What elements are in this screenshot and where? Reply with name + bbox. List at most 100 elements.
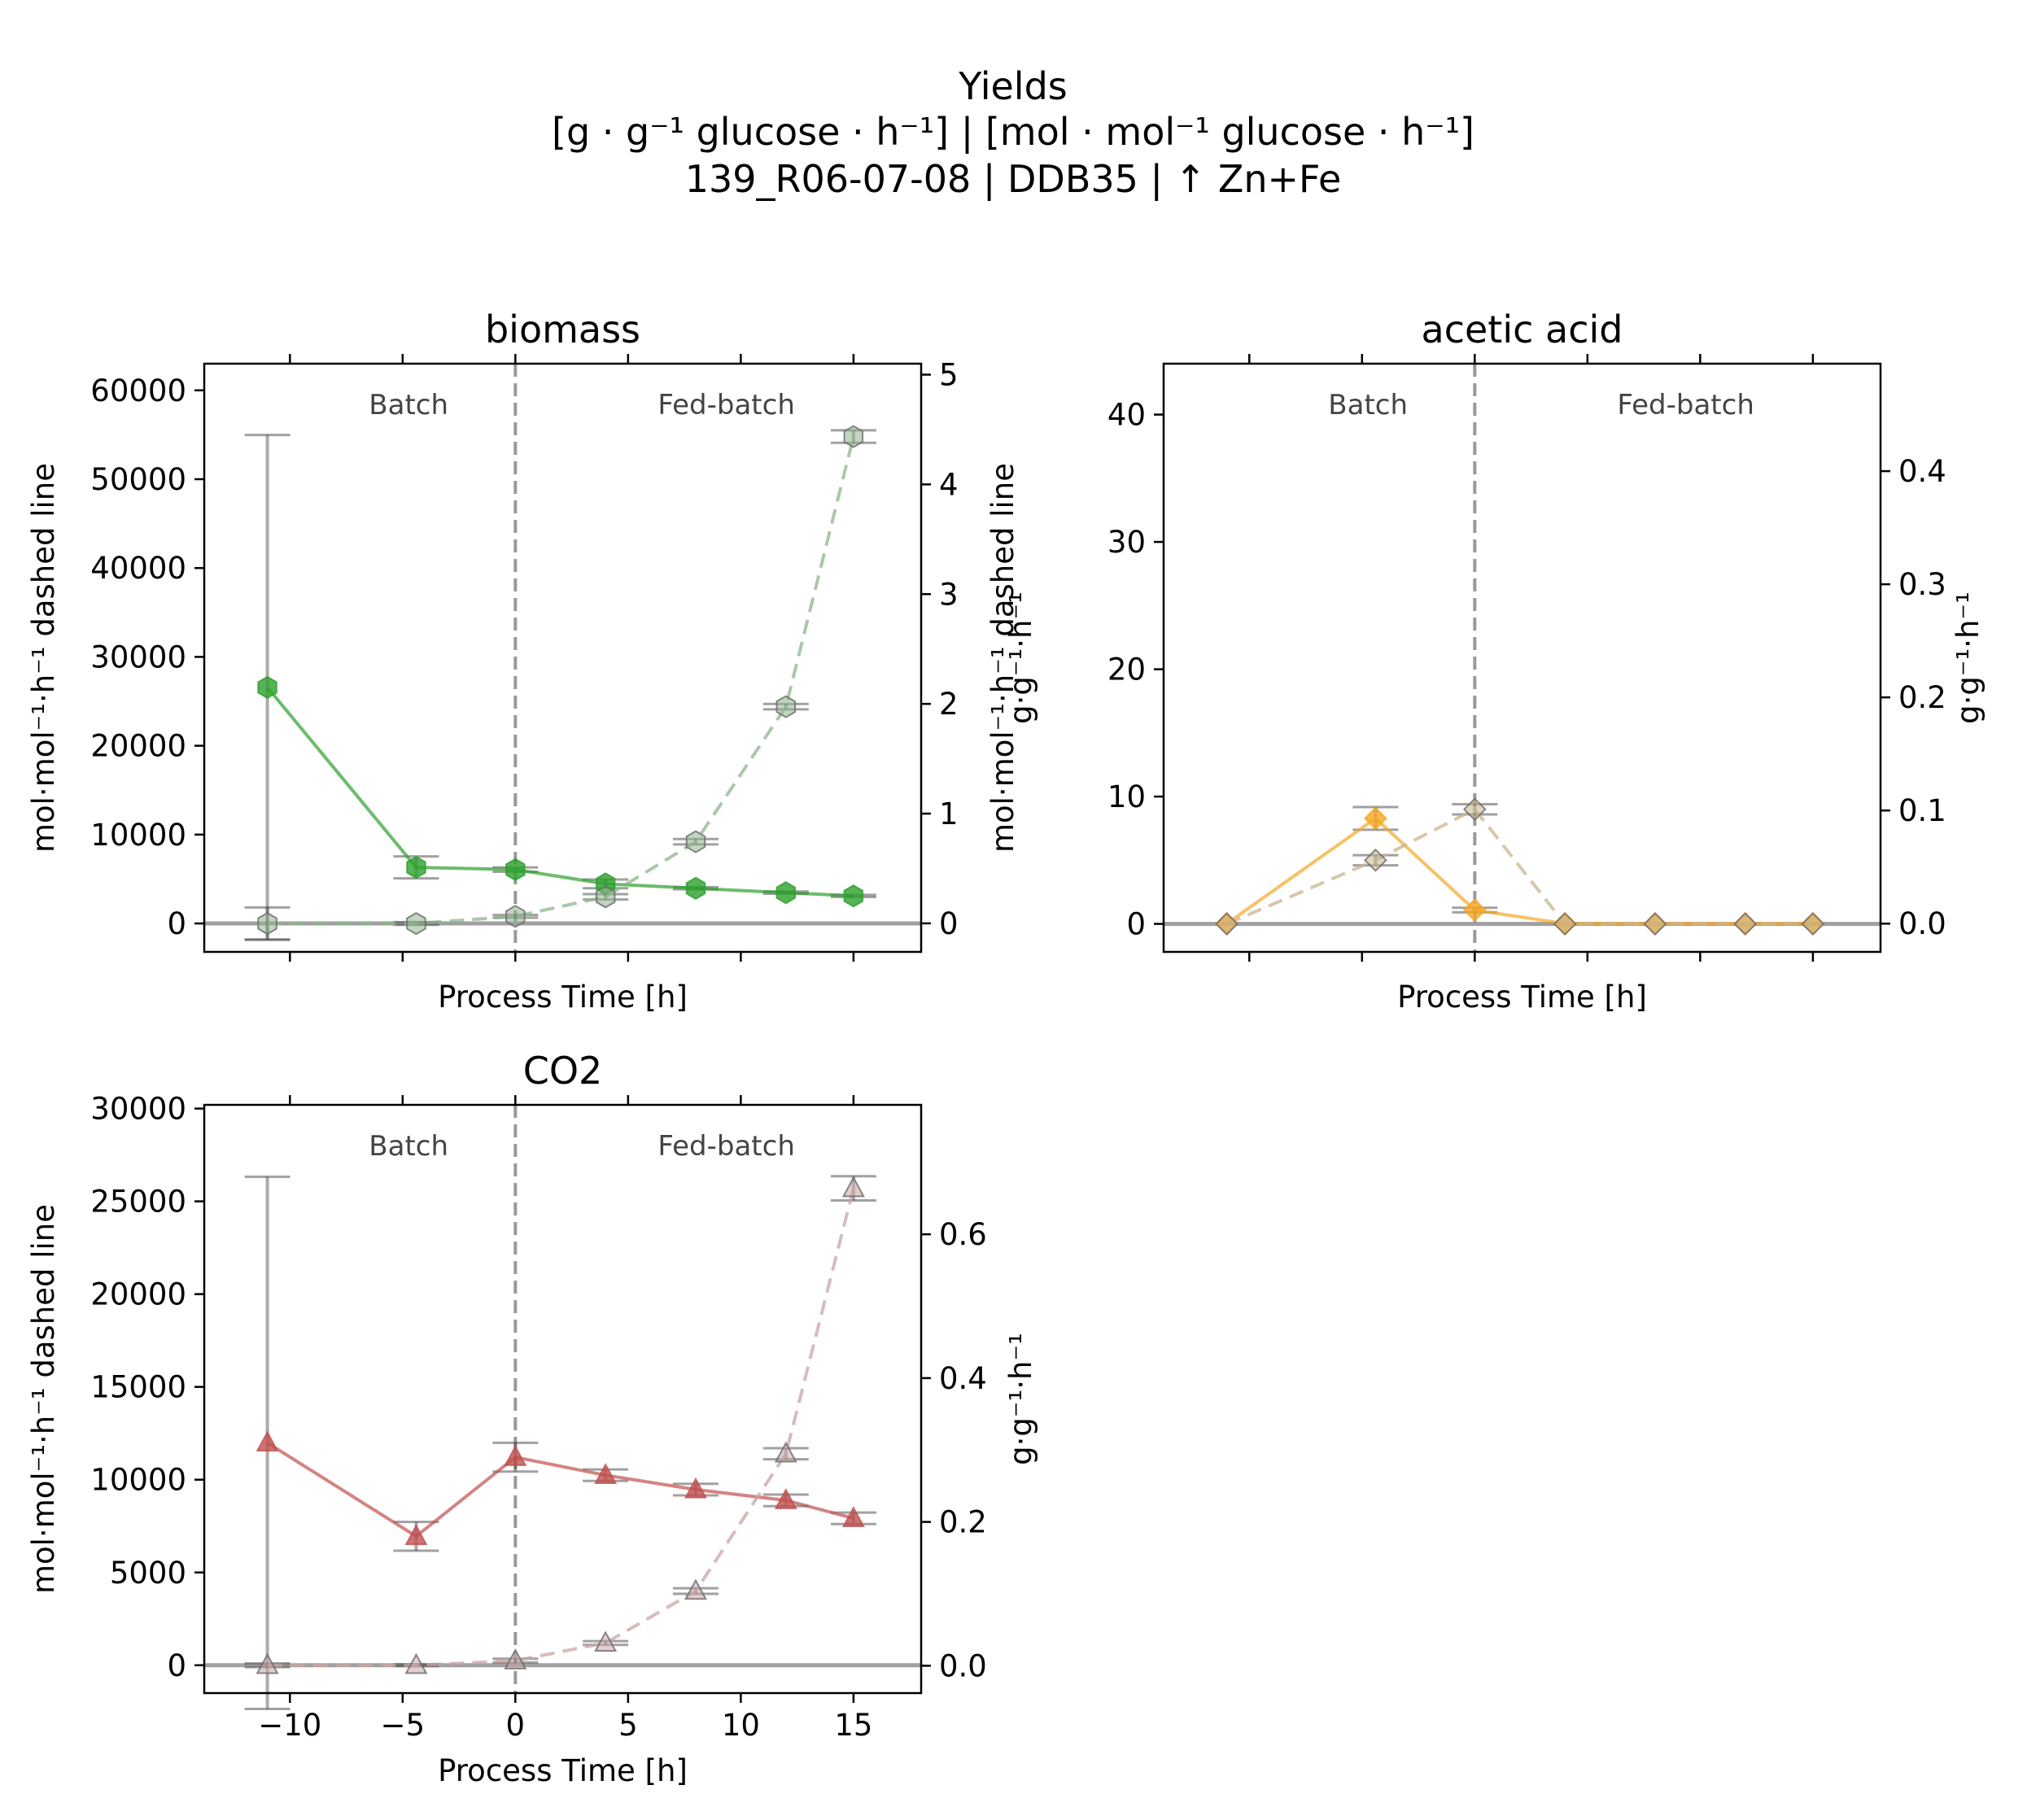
x-tick-label: 10: [722, 1708, 760, 1743]
y-tick-label-right: 3: [939, 577, 959, 612]
plot-frame: [1162, 362, 1882, 954]
figure-title-line-1: Yields: [958, 64, 1068, 108]
data-point: [257, 911, 277, 936]
x-tick-label: 0: [506, 1708, 526, 1743]
panel-title: CO2: [523, 1049, 603, 1093]
acetic-acid-panel: Batch Fed-batch 0 10 20 30 40 0.0 0.1 0.2 0.3 0.4 ac…: [985, 308, 1985, 1015]
data-point: [774, 1488, 797, 1509]
data-point: [684, 1477, 707, 1499]
data-point: [505, 905, 526, 928]
phase-label-fed-batch: Fed-batch: [657, 1130, 794, 1163]
series-line-dashed: [1225, 807, 1813, 926]
data-point: [256, 1652, 279, 1674]
y-tick-label-right: 0.3: [1898, 567, 1946, 602]
panel-title: biomass: [485, 308, 640, 351]
data-point: [775, 881, 796, 905]
y-tick-label-left: 20000: [90, 729, 186, 764]
y-tick-label-right: 0.2: [939, 1505, 987, 1540]
figure-title: Yields [g · g⁻¹ glucose · h⁻¹] | [mol · …: [552, 64, 1474, 202]
figure-title-line-2: [g · g⁻¹ glucose · h⁻¹] | [mol · mol⁻¹ g…: [552, 110, 1474, 155]
data-point: [841, 1176, 865, 1198]
y-tick-label-right: 0.6: [939, 1217, 987, 1252]
y-tick-label-left: 5000: [110, 1556, 186, 1591]
y-tick-label-left: 20000: [90, 1277, 186, 1312]
x-tick-label: −10: [258, 1708, 321, 1743]
data-point: [684, 1578, 707, 1600]
y-tick-label-left: 0: [167, 906, 186, 941]
y-tick-label-right: 1: [939, 797, 959, 831]
x-axis-label: Process Time [h]: [1397, 980, 1647, 1015]
phase-label-fed-batch: Fed-batch: [657, 389, 794, 421]
y-tick-label-right: 0.0: [1898, 906, 1946, 941]
y-tick-label-left: 50000: [90, 462, 186, 497]
y-tick-label-left: 40000: [90, 551, 186, 586]
data-point: [406, 855, 426, 879]
y-tick-label-left: 25000: [90, 1185, 186, 1220]
y-tick-label-right: 0: [939, 906, 959, 941]
y-tick-label-right: 0.4: [939, 1361, 987, 1396]
data-point: [504, 1444, 527, 1466]
data-point: [1462, 797, 1487, 822]
phase-label-fed-batch: Fed-batch: [1617, 389, 1754, 421]
y-tick-label-left: 30000: [90, 1092, 186, 1127]
phase-label-batch: Batch: [1328, 389, 1408, 421]
y-tick-label-left: 0: [167, 1648, 186, 1683]
data-point: [775, 695, 796, 718]
y-tick-label-right: 4: [939, 467, 959, 502]
y-tick-label-right: 0.2: [1898, 680, 1946, 715]
x-tick-label: 15: [834, 1708, 872, 1743]
phase-label-batch: Batch: [369, 389, 448, 421]
y-axis-label-left: mol·mol⁻¹·h⁻¹ dashed line: [26, 463, 61, 853]
data-point: [1215, 912, 1238, 936]
y-axis-label-right: g·g⁻¹·h⁻¹: [1951, 591, 1985, 724]
y-tick-label-left: 10: [1107, 779, 1146, 814]
y-tick-label-right: 2: [939, 687, 959, 722]
y-tick-label-left: 0: [1126, 907, 1146, 942]
x-tick-label: 5: [618, 1708, 638, 1743]
data-point: [256, 1430, 279, 1452]
data-point: [404, 1652, 428, 1674]
data-point: [1733, 912, 1758, 936]
figure-title-line-3: 139_R06-07-08 | DDB35 | ↑ Zn+Fe: [685, 157, 1342, 202]
data-point: [685, 876, 706, 900]
data-point: [406, 911, 426, 936]
data-point: [843, 884, 864, 908]
co2-panel: Batch Fed-batch −10 −5 0 5 10 15 0 5000 10000 15000…: [26, 1049, 1038, 1788]
y-tick-label-left: 60000: [90, 373, 186, 408]
y-tick-label-left: 30: [1107, 525, 1146, 560]
data-point: [404, 1524, 428, 1546]
data-point: [1553, 912, 1577, 936]
plot-frame: [203, 1103, 923, 1695]
y-tick-label-right: 5: [939, 357, 959, 392]
x-axis-label: Process Time [h]: [438, 1753, 688, 1788]
y-tick-label-left: 15000: [90, 1370, 186, 1405]
y-tick-label-left: 10000: [90, 1463, 186, 1498]
data-point: [685, 830, 706, 853]
data-point: [594, 1463, 618, 1484]
y-tick-label-right: 0.1: [1898, 793, 1946, 828]
y-axis-label-left: mol·mol⁻¹·h⁻¹ dashed line: [26, 1204, 61, 1594]
y-axis-label-left: mol·mol⁻¹·h⁻¹ dashed line: [985, 463, 1020, 853]
data-point: [774, 1441, 797, 1463]
y-axis-label-right: g·g⁻¹·h⁻¹: [1003, 1333, 1038, 1465]
panel-title: acetic acid: [1422, 308, 1623, 351]
data-point: [504, 1648, 527, 1669]
biomass-panel: Batch Fed-batch 0 10000 20000 30000 40000 50000…: [26, 308, 1038, 1015]
data-point: [257, 675, 277, 700]
data-point: [841, 1506, 865, 1527]
data-point: [1364, 848, 1387, 872]
y-axis-label-right: g·g⁻¹·h⁻¹: [1003, 591, 1038, 724]
data-point: [1462, 898, 1487, 922]
series-line-solid: [266, 686, 854, 898]
y-tick-label-right: 0.4: [1898, 454, 1946, 489]
series-line-solid: [266, 1441, 854, 1538]
x-tick-label: −5: [381, 1708, 426, 1743]
data-point: [594, 1630, 618, 1652]
series-line-dashed: [267, 436, 855, 926]
series-line-solid: [1225, 816, 1813, 926]
data-point: [1364, 806, 1387, 831]
y-tick-label-left: 20: [1107, 652, 1146, 687]
y-tick-label-left: 40: [1107, 398, 1146, 433]
y-tick-label-left: 10000: [90, 818, 186, 853]
